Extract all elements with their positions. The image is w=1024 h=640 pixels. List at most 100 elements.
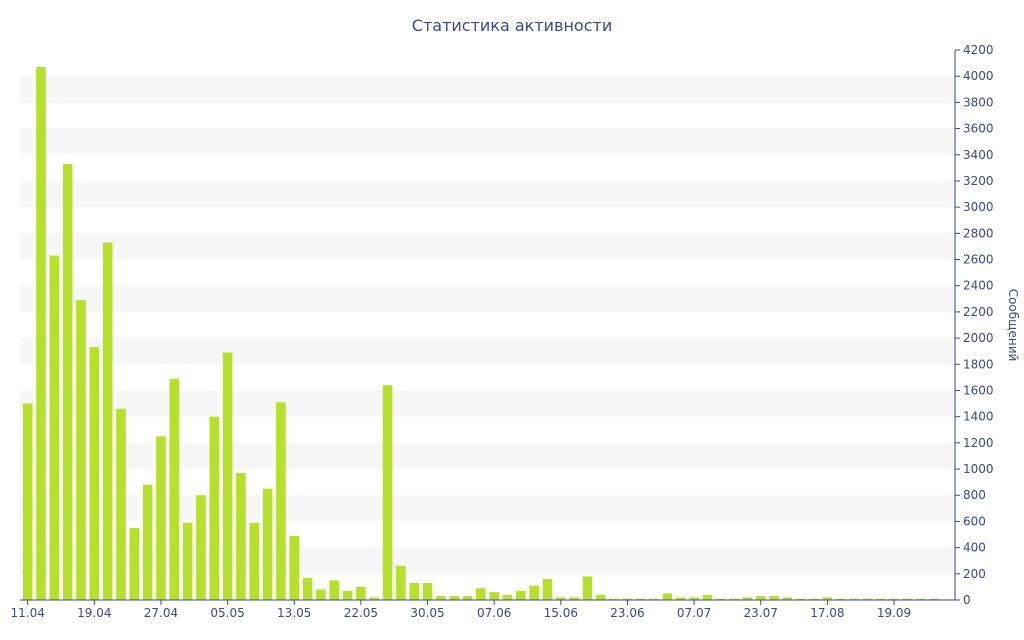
bar [262, 488, 273, 600]
grid-band [20, 180, 955, 208]
bar [329, 580, 340, 600]
bar [476, 588, 486, 600]
chart-title: Статистика активности [412, 16, 612, 35]
grid-band [20, 285, 955, 312]
bar [662, 593, 673, 600]
bar [142, 484, 153, 600]
bar [222, 352, 233, 600]
bar [929, 598, 939, 600]
x-tick-label: 23.07 [744, 606, 778, 620]
bar [516, 590, 526, 600]
bar [302, 577, 313, 600]
bar [635, 598, 646, 600]
bar [569, 597, 579, 600]
y-tick-label: 2600 [963, 253, 994, 267]
bar [342, 590, 353, 600]
bar [422, 582, 433, 600]
bar [822, 597, 833, 600]
bar [595, 594, 606, 600]
bar [795, 598, 806, 600]
bar [849, 598, 859, 600]
bar [609, 598, 619, 600]
bar [116, 408, 126, 600]
grid-bands [20, 76, 955, 574]
bar [582, 576, 593, 600]
bar [502, 594, 513, 600]
bar [689, 597, 699, 600]
y-tick-label: 1000 [963, 462, 994, 476]
bar [76, 300, 86, 600]
y-tick-label: 200 [963, 567, 986, 581]
grid-band [20, 233, 955, 260]
x-tick-label: 19.04 [77, 606, 111, 620]
x-tick-label: 19.09 [877, 606, 911, 620]
x-tick-label: 11.04 [10, 606, 44, 620]
bar [755, 596, 766, 600]
bar [129, 527, 140, 600]
bar [382, 385, 393, 600]
bar [862, 598, 873, 600]
bar [409, 582, 419, 600]
bar [769, 596, 779, 600]
bar [875, 598, 886, 600]
bar [289, 535, 300, 600]
x-tick-label: 27.04 [144, 606, 178, 620]
y-tick-label: 2200 [963, 305, 994, 319]
y-tick-label: 1800 [963, 357, 994, 371]
bar [675, 597, 686, 600]
y-tick-label: 2800 [963, 226, 994, 240]
bar [62, 163, 73, 600]
bar [449, 596, 459, 600]
x-tick-label: 13.05 [277, 606, 311, 620]
x-axis-ticks: 11.04 19.04 27.04 05.05 13.05 22.05 30.05 07.06… [10, 600, 911, 620]
bar [316, 589, 326, 600]
bar [249, 522, 260, 600]
y-tick-label: 3600 [963, 122, 994, 136]
x-tick-label: 07.06 [477, 606, 511, 620]
bar [49, 255, 60, 600]
bar [209, 416, 220, 600]
grid-band [20, 390, 955, 417]
x-tick-label: 05.05 [210, 606, 244, 620]
x-tick-label: 07.07 [677, 606, 711, 620]
grid-band [20, 76, 955, 103]
bar-series [22, 67, 953, 600]
x-tick-label: 30.05 [410, 606, 444, 620]
bar [36, 67, 46, 600]
y-tick-label: 4000 [963, 69, 994, 83]
bar [809, 598, 819, 600]
bar [915, 598, 926, 600]
bar [396, 565, 406, 600]
bar [529, 585, 539, 600]
bar [622, 598, 633, 600]
y-tick-label: 3400 [963, 148, 994, 162]
y-tick-label: 400 [963, 541, 986, 555]
y-tick-label: 1600 [963, 383, 994, 397]
bar [702, 594, 713, 600]
bar [89, 347, 100, 600]
bar [462, 596, 473, 600]
bar [102, 242, 113, 600]
bar [436, 596, 446, 600]
bar [902, 598, 913, 600]
bar [22, 403, 33, 600]
bar [182, 522, 193, 600]
x-tick-label: 17.08 [810, 606, 844, 620]
y-tick-label: 800 [963, 488, 986, 502]
bar [236, 472, 246, 600]
bar [649, 598, 659, 600]
y-tick-label: 2400 [963, 279, 994, 293]
y-tick-label: 2000 [963, 331, 994, 345]
bar [742, 597, 753, 600]
y-tick-label: 4200 [963, 43, 994, 57]
y-tick-label: 3800 [963, 95, 994, 109]
y-tick-label: 3200 [963, 174, 994, 188]
x-tick-label: 15.06 [544, 606, 578, 620]
grid-band [20, 338, 955, 365]
bar [169, 378, 180, 600]
bar [835, 598, 846, 600]
y-axis-title: Сообщений [1006, 289, 1020, 362]
bar [782, 597, 793, 600]
